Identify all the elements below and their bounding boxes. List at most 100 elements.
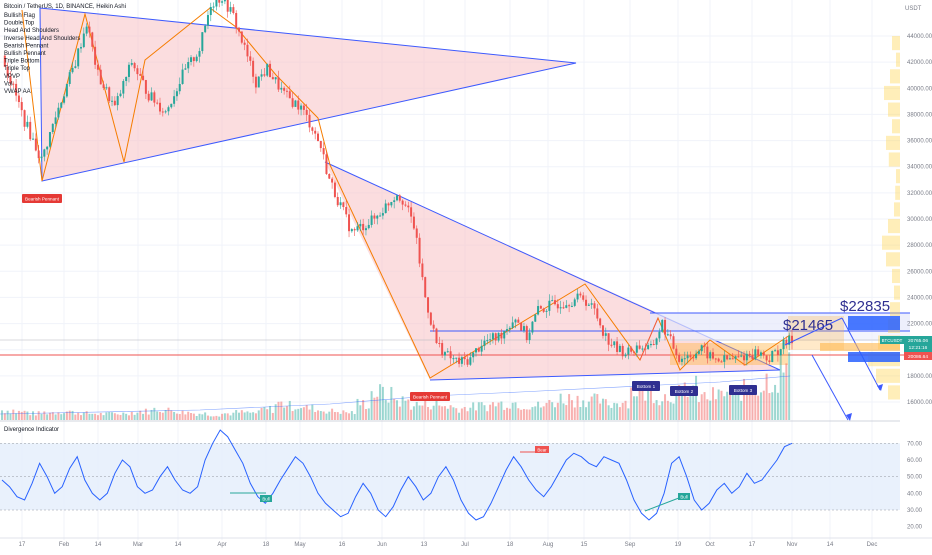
lower-pane-title[interactable]: Divergence Indicator	[4, 427, 59, 433]
volume-bar	[480, 402, 483, 420]
candle	[675, 345, 678, 359]
candle	[683, 351, 686, 365]
volume-bar	[80, 415, 82, 420]
candle-body	[29, 121, 32, 140]
volume-bar	[599, 403, 602, 420]
volume-bar	[6, 410, 9, 420]
price-tick-label: 30000.00	[907, 217, 932, 223]
vpvp-bar	[884, 85, 900, 101]
candle-body	[424, 277, 427, 298]
candle	[40, 153, 43, 162]
volume-bar	[644, 400, 647, 420]
candle	[579, 291, 582, 298]
candle-body	[528, 332, 531, 341]
volume-bar	[415, 401, 418, 420]
candle	[638, 340, 641, 350]
volume-bar	[156, 411, 159, 420]
candle-body	[745, 353, 748, 361]
candle-body	[410, 207, 413, 217]
volume-bar	[728, 391, 731, 420]
candle	[370, 210, 373, 228]
candle	[427, 296, 430, 319]
candle-body	[116, 96, 119, 106]
volume-bar	[469, 407, 472, 420]
volume-bar	[212, 416, 215, 420]
candle	[63, 93, 66, 105]
candle-body	[511, 322, 514, 328]
time-axis[interactable]: 17 Feb 14 Mar 14 Apr 18 May 16 Jun 13 Jul 18 Aug 15 Sep…	[0, 537, 932, 548]
red-level-text: 20086.64	[908, 354, 928, 360]
volume-bar	[390, 386, 393, 420]
candle	[37, 144, 40, 164]
volume-bar	[336, 412, 339, 420]
candle	[161, 107, 164, 117]
candle	[54, 111, 57, 128]
rsi-axis[interactable]: 70.00 60.00 50.00 40.00 30.00 20.00	[907, 441, 923, 530]
rsi-tick-label: 20.00	[907, 525, 923, 531]
candle-body	[655, 338, 658, 345]
candle	[652, 339, 655, 346]
candle-body	[740, 355, 743, 357]
candle-body	[782, 339, 785, 350]
candle-body	[460, 357, 463, 364]
volume-bar	[455, 408, 458, 420]
candle-body	[621, 345, 624, 357]
candle-body	[514, 319, 517, 323]
volume-bar	[271, 412, 274, 420]
volume-bar	[568, 394, 571, 420]
candle-body	[80, 47, 82, 49]
time-tick-label: 18	[507, 542, 514, 548]
candle	[254, 73, 257, 94]
candle-body	[322, 148, 325, 155]
candle-body	[178, 83, 181, 92]
symbol-title[interactable]: Bitcoin / TetherUS, 1D, BINANCE, Heikin …	[4, 4, 126, 10]
candle-body	[418, 237, 421, 264]
candle	[709, 350, 712, 361]
volume-bar	[367, 408, 370, 420]
vpvp-bar	[890, 69, 900, 84]
candle	[565, 300, 568, 309]
candle	[554, 294, 556, 306]
candle	[466, 353, 469, 368]
indicator-legend-item: Bullish Flag	[4, 13, 35, 19]
candle-body	[458, 357, 461, 364]
candle-body	[779, 349, 782, 356]
volume-bar	[229, 415, 232, 420]
volume-bar	[562, 403, 565, 420]
candle-body	[421, 263, 424, 278]
price-tick-label: 28000.00	[907, 243, 932, 249]
target-zone-mid	[660, 331, 910, 341]
volume-bar	[585, 407, 588, 420]
candle-body	[551, 300, 554, 302]
candle-body	[26, 121, 29, 127]
volume-bar	[407, 399, 410, 420]
volume-bar	[99, 412, 102, 420]
indicator-legend[interactable]: Bitcoin / TetherUS, 1D, BINANCE, Heikin …	[4, 4, 126, 95]
candle-body	[393, 200, 396, 202]
candle	[714, 357, 717, 363]
candle-body	[302, 105, 305, 110]
candle-body	[243, 42, 246, 45]
candle	[517, 317, 520, 323]
candle-body	[585, 299, 588, 306]
candle	[184, 63, 187, 70]
volume-bar	[542, 406, 545, 420]
candle	[331, 177, 334, 189]
volume-bar	[520, 409, 523, 420]
candle-body	[565, 305, 568, 308]
candle	[238, 26, 240, 37]
volume-bar	[641, 385, 644, 420]
candle	[34, 133, 37, 152]
candle	[531, 320, 534, 335]
candle-body	[449, 351, 452, 359]
candle	[630, 346, 633, 354]
projection-down-line-2	[811, 354, 849, 421]
candle-body	[60, 102, 63, 108]
candle-body	[537, 306, 540, 315]
candle	[669, 330, 672, 340]
candle	[610, 338, 613, 348]
candle-body	[686, 355, 689, 359]
candle-body	[407, 205, 410, 208]
